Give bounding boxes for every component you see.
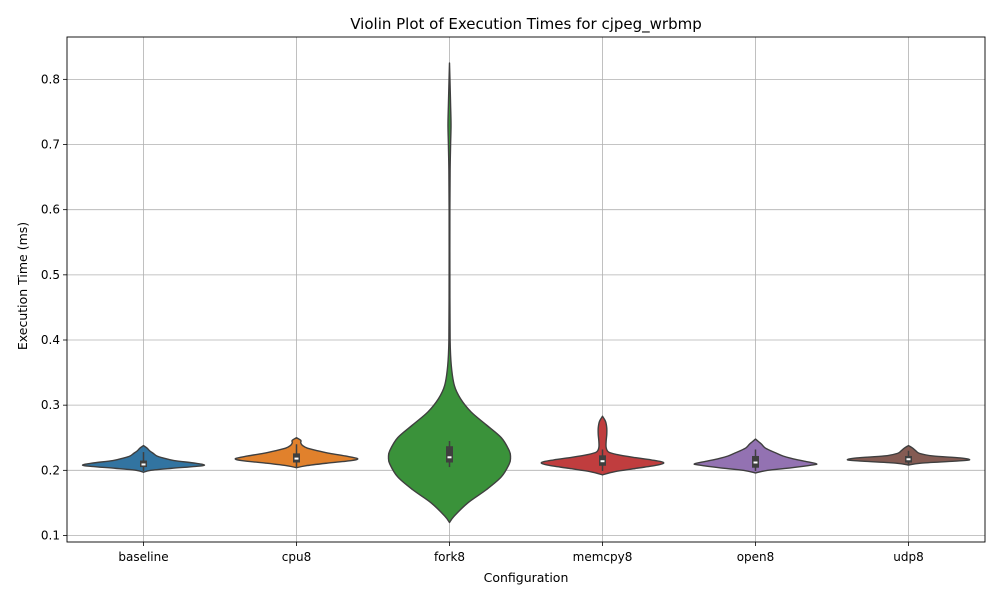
x-axis-label: Configuration xyxy=(484,570,569,585)
plot-frame xyxy=(66,36,986,543)
y-tick-label: 0.2 xyxy=(41,463,60,477)
y-tick-label: 0.3 xyxy=(41,398,60,412)
y-tick-label: 0.7 xyxy=(41,138,60,152)
x-tick-label-open8: open8 xyxy=(737,550,775,564)
violin-memcpy8 xyxy=(540,415,665,476)
iqr-box-fork8 xyxy=(446,446,453,463)
x-axis: baseline cpu8 fork8 memcpy8 open8 udp8 xyxy=(118,542,924,564)
x-tick-label-baseline: baseline xyxy=(118,550,168,564)
y-tick-label: 0.6 xyxy=(41,203,60,217)
inner-boxes xyxy=(140,441,912,471)
median-cpu8 xyxy=(294,457,299,460)
y-tick-label: 0.4 xyxy=(41,333,60,347)
violin-fork8 xyxy=(387,62,512,524)
median-baseline xyxy=(141,463,146,466)
y-axis: 0.1 0.2 0.3 0.4 0.5 0.6 0.7 0.8 xyxy=(41,72,67,542)
median-fork8 xyxy=(447,456,452,459)
chart-title: Violin Plot of Execution Times for cjpeg… xyxy=(350,15,702,34)
x-tick-label-udp8: udp8 xyxy=(893,550,923,564)
x-tick-label-memcpy8: memcpy8 xyxy=(573,550,633,564)
y-tick-label: 0.8 xyxy=(41,72,60,86)
median-udp8 xyxy=(906,458,911,461)
y-tick-label: 0.5 xyxy=(41,268,60,282)
y-tick-label: 0.1 xyxy=(41,528,60,542)
median-memcpy8 xyxy=(600,460,605,463)
x-tick-label-cpu8: cpu8 xyxy=(282,550,311,564)
median-open8 xyxy=(753,461,758,464)
y-axis-label: Execution Time (ms) xyxy=(15,222,30,350)
x-tick-label-fork8: fork8 xyxy=(434,550,465,564)
